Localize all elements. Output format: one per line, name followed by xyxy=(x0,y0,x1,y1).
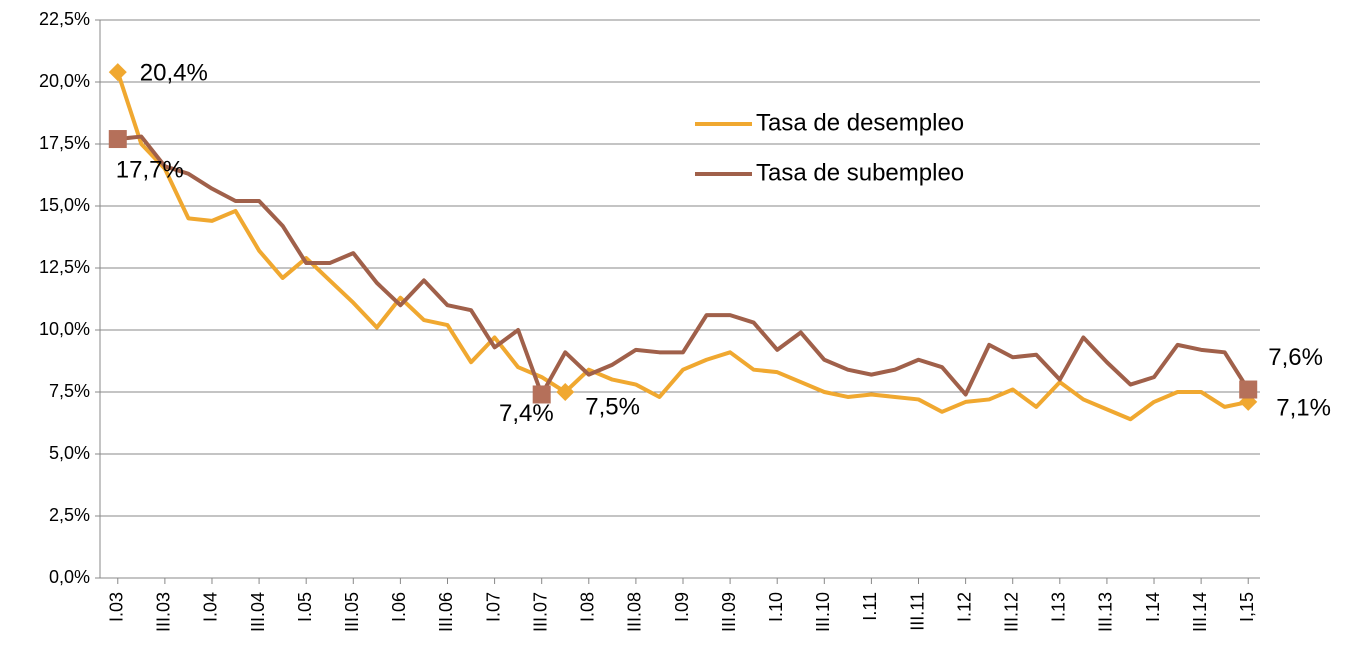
y-tick-label: 7,5% xyxy=(49,381,90,401)
x-tick-label: III.07 xyxy=(530,592,550,632)
x-tick-label: I.03 xyxy=(107,592,127,622)
marker xyxy=(108,130,127,149)
y-tick-label: 17,5% xyxy=(39,133,90,153)
x-tick-label: III.05 xyxy=(342,592,362,632)
x-tick-label: III.14 xyxy=(1190,592,1210,632)
x-tick-label: I.13 xyxy=(1049,592,1069,622)
x-tick-label: III.11 xyxy=(907,592,927,631)
x-tick-label: I.07 xyxy=(483,592,503,622)
y-tick-label: 0,0% xyxy=(49,567,90,587)
x-tick-label: III.09 xyxy=(719,592,739,632)
marker xyxy=(1239,380,1258,399)
x-tick-label: I,15 xyxy=(1237,592,1257,622)
marker xyxy=(108,63,127,82)
y-tick-label: 15,0% xyxy=(39,195,90,215)
x-tick-label: III.12 xyxy=(1001,592,1021,632)
x-tick-label: I.09 xyxy=(672,592,692,622)
x-tick-label: I.05 xyxy=(295,592,315,622)
x-tick-label: I.14 xyxy=(1143,592,1163,622)
y-tick-label: 10,0% xyxy=(39,319,90,339)
x-tick-label: I.12 xyxy=(954,592,974,622)
legend-label: Tasa de desempleo xyxy=(756,109,964,136)
data-label: 7,4% xyxy=(499,400,554,427)
x-tick-label: III.03 xyxy=(154,592,174,632)
x-tick-label: III.10 xyxy=(813,592,833,632)
x-tick-label: I.06 xyxy=(389,592,409,622)
x-tick-label: III.13 xyxy=(1096,592,1116,632)
x-tick-label: III.04 xyxy=(248,592,268,632)
data-label: 7,6% xyxy=(1268,344,1323,371)
legend-label: Tasa de subempleo xyxy=(756,159,964,186)
marker xyxy=(532,385,551,404)
data-label: 20,4% xyxy=(140,59,208,86)
data-label: 17,7% xyxy=(116,156,184,183)
data-label: 7,5% xyxy=(585,393,640,420)
y-tick-label: 12,5% xyxy=(39,257,90,277)
x-tick-label: I.11 xyxy=(860,592,880,621)
x-tick-label: I.04 xyxy=(201,592,221,622)
y-tick-label: 5,0% xyxy=(49,443,90,463)
y-tick-label: 2,5% xyxy=(49,505,90,525)
x-tick-label: III.08 xyxy=(625,592,645,632)
y-tick-label: 20,0% xyxy=(39,71,90,91)
x-tick-label: I.08 xyxy=(578,592,598,622)
y-tick-label: 22,5% xyxy=(39,9,90,29)
x-tick-label: I.10 xyxy=(766,592,786,622)
x-tick-label: III.06 xyxy=(436,592,456,632)
series-line xyxy=(117,134,1250,397)
marker xyxy=(556,383,575,401)
data-label: 7,1% xyxy=(1276,394,1331,421)
series-line xyxy=(115,71,1249,422)
